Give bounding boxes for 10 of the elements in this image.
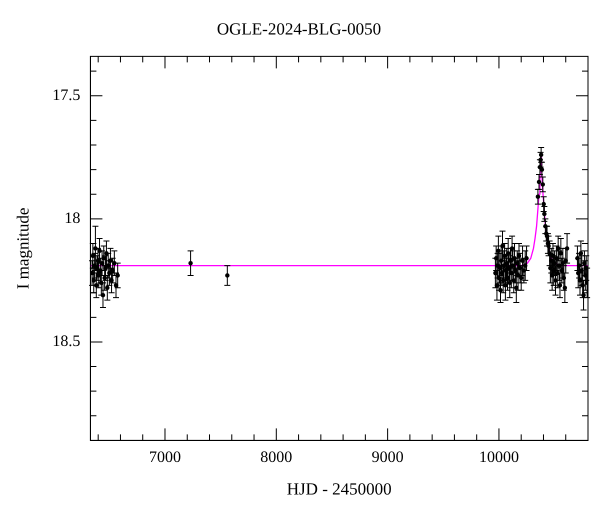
y-axis-title: I magnitude <box>14 208 33 290</box>
x-tick-label: 10000 <box>478 449 519 466</box>
y-tick-label: 18.5 <box>52 333 80 350</box>
x-tick-label: 8000 <box>260 449 292 466</box>
x-tick-label: 9000 <box>372 449 404 466</box>
y-tick-label: 18 <box>64 210 80 228</box>
chart-title: OGLE-2024-BLG-0050 <box>216 20 382 39</box>
y-tick-label: 17.5 <box>52 86 80 104</box>
x-axis-title: HJD - 2450000 <box>286 479 392 498</box>
x-tick-label: 7000 <box>148 449 181 466</box>
